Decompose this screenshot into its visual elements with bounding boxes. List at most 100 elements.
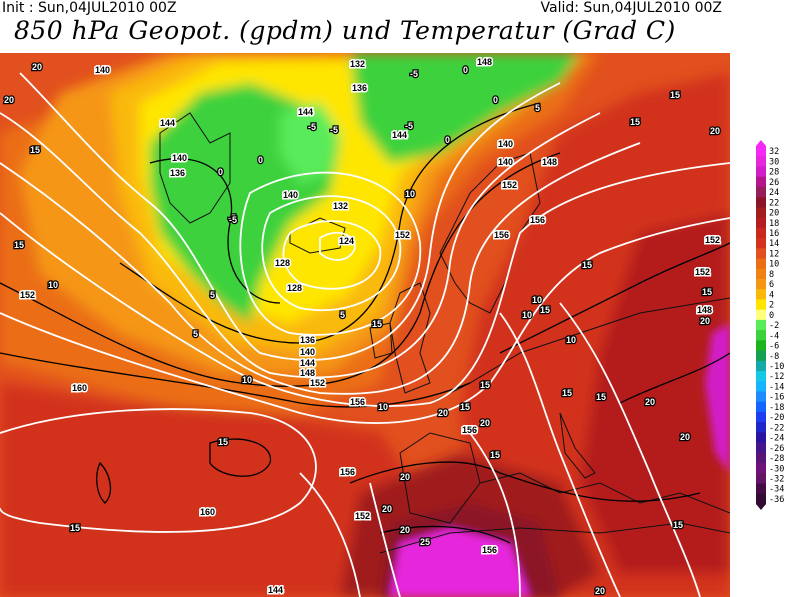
scale-label: 14 [769,239,779,249]
scale-swatch [756,156,766,167]
temp-label: 20 [400,472,410,482]
temp-label: 15 [14,240,24,250]
geo-label: 156 [340,467,355,477]
scale-label: 4 [769,290,774,300]
scale-swatch [756,268,766,280]
geopotential-labels: 140 144 140 136 140 144 128 128 132 124 … [19,56,722,597]
coast-africa [379,522,730,554]
geo-label: 128 [275,258,290,268]
isohypse-124 [319,231,356,261]
temp-label: 15 [30,145,40,155]
geo-label: 156 [530,215,545,225]
temp-label: -5 [308,122,316,132]
scale-arrow-down [756,504,766,510]
temp-label: 15 [630,117,640,127]
temp-label: 15 [480,380,490,390]
temp-label: 20 [480,418,490,428]
scale-label: 22 [769,198,779,208]
scale-svg: 32302826242220181614121086420-2-4-6-8-10… [756,140,784,510]
temp-label: 15 [372,319,382,329]
scale-label: 16 [769,229,779,239]
geo-label: 144 [160,118,175,128]
geo-label: 140 [95,65,110,75]
isohypse-160 [0,408,317,533]
geo-label: 152 [705,235,720,245]
temp-label: 0 [218,167,223,177]
scale-label: -8 [769,352,779,362]
isohypse-152 [0,162,730,407]
isotherm-10 [0,152,561,387]
field-magenta-south [390,528,530,597]
temp-label: 10 [48,280,58,290]
geo-label: 152 [502,180,517,190]
isohypse-east-2 [559,302,701,597]
init-time: Init : Sun,04JUL2010 00Z [2,0,177,16]
scale-label: -16 [769,393,784,403]
temp-label: 20 [438,408,448,418]
scale-label: -36 [769,495,784,505]
temp-label: 0 [258,155,263,165]
geo-label: 152 [695,267,710,277]
temp-label: 0 [463,65,468,75]
scale-swatch [756,391,766,403]
scale-label: -14 [769,382,784,392]
isohypse-128 [282,220,382,290]
geo-label: 152 [355,511,370,521]
scale-swatch [756,330,766,341]
isohypse-148 [0,142,641,395]
temp-label: 20 [680,432,690,442]
scale-label: 18 [769,219,779,229]
isohypse-144 [0,112,601,379]
temp-label: 15 [490,450,500,460]
isohypse-136 [239,171,421,336]
scale-label: 24 [769,188,779,198]
scale-swatch [756,452,766,464]
geo-label: 156 [350,397,365,407]
scale-label: 12 [769,249,779,259]
temp-label: 5 [210,290,215,300]
geo-label: 148 [477,57,492,67]
geo-label: 140 [172,153,187,163]
temp-label: -5 [228,213,236,223]
isotherm-5 [119,102,541,344]
scale-swatch [756,217,766,229]
geo-label: 132 [350,59,365,69]
scale-swatch [756,299,766,311]
temp-label: 20 [32,62,42,72]
geo-label: 136 [300,335,315,345]
scale-swatch [756,258,766,270]
temp-label: 10 [532,295,542,305]
temp-label: 10 [405,189,415,199]
scale-label: -4 [769,331,779,341]
isohypse-156-south [299,472,361,597]
temp-label: 10 [378,402,388,412]
temp-label: 20 [645,397,655,407]
temp-label: 20 [382,504,392,514]
geo-label: 152 [20,290,35,300]
geo-label: 160 [200,507,215,517]
isohypse-156-med [469,432,521,597]
scale-label: -22 [769,423,784,433]
geo-label: 140 [300,347,315,357]
temperature-field [0,53,730,597]
scale-swatch [756,442,766,454]
field-red-southwest [0,383,420,597]
scale-swatch [756,422,766,433]
temp-label: 15 [540,305,550,315]
temp-label: 10 [522,310,532,320]
scale-label: -26 [769,444,784,454]
valid-time: Valid: Sun,04JUL2010 00Z [540,0,722,16]
scale-swatch [756,278,766,290]
temp-label: 5 [193,329,198,339]
scale-swatch [756,432,766,444]
geo-label: 156 [462,425,477,435]
temp-label: 0 [493,95,498,105]
map-title: 850 hPa Geopot. (gpdm) und Temperatur (G… [14,16,676,45]
scale-swatch [756,227,766,239]
temperature-labels: 20 20 15 15 10 5 0 -5 -5 0 5 10 -5 0 5 1… [3,61,722,597]
scale-swatch [756,360,766,372]
scale-label: 32 [769,147,779,157]
temp-label: 15 [596,392,606,402]
temp-label: -5 [410,69,418,79]
temperature-color-scale: 32 30 28 26 24 22 20 18 16 14 12 10 8 6 4 2 0 -2 -4 -6 -8 -10… [752,140,790,510]
